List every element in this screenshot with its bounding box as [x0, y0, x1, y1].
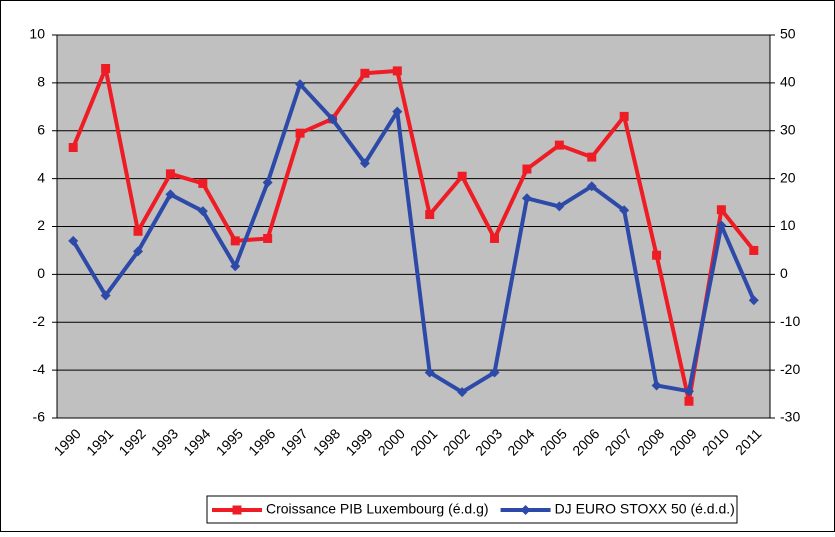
marker [586, 181, 597, 192]
y2-tick-label: -30 [780, 409, 800, 425]
y2-tick-label: 0 [780, 265, 788, 281]
y2-tick-label: -10 [780, 313, 800, 329]
marker [554, 140, 564, 150]
marker [232, 505, 242, 515]
marker [133, 246, 144, 257]
y-tick-label: 0 [37, 265, 45, 281]
y2-tick-label: -20 [780, 361, 800, 377]
marker [165, 169, 175, 179]
series-line [71, 66, 756, 404]
marker [619, 111, 629, 121]
marker [198, 178, 208, 188]
y-tick-label: 8 [37, 74, 45, 90]
marker [554, 201, 565, 212]
marker [522, 164, 532, 174]
y2-tick-label: 10 [780, 217, 796, 233]
marker [425, 210, 435, 220]
marker [133, 226, 143, 236]
marker [165, 189, 176, 200]
marker [327, 114, 338, 125]
y2-tick-label: 30 [780, 121, 796, 137]
marker [684, 396, 694, 406]
marker [197, 206, 208, 217]
marker [457, 387, 468, 398]
marker [230, 236, 240, 246]
legend-label: Croissance PIB Luxembourg (é.d.g) [266, 501, 489, 517]
marker [262, 177, 273, 188]
marker [587, 152, 597, 162]
y-tick-label: 6 [37, 121, 45, 137]
marker [392, 106, 403, 117]
y2-tick-label: 20 [780, 169, 796, 185]
marker [749, 245, 759, 255]
marker [295, 128, 305, 138]
y-tick-label: 2 [37, 217, 45, 233]
marker [716, 205, 726, 215]
marker [521, 193, 532, 204]
y-tick-label: -6 [33, 409, 46, 425]
marker [392, 66, 402, 76]
legend [206, 495, 738, 524]
marker [100, 290, 111, 301]
legend-label: DJ EURO STOXX 50 (é.d.d.) [555, 501, 735, 517]
marker [263, 233, 273, 243]
marker [652, 250, 662, 260]
marker [457, 171, 467, 181]
y-tick-label: 4 [37, 169, 45, 185]
y-tick-label: -2 [33, 313, 46, 329]
marker [424, 367, 435, 378]
marker [716, 220, 727, 231]
y2-tick-label: 50 [780, 26, 796, 42]
marker [748, 295, 759, 306]
marker [359, 158, 370, 169]
marker [68, 143, 78, 153]
marker [651, 380, 662, 391]
marker [683, 386, 694, 397]
marker [68, 235, 79, 246]
marker [230, 261, 241, 272]
marker [490, 233, 500, 243]
marker [360, 68, 370, 78]
series-line [71, 82, 756, 395]
marker [295, 79, 306, 90]
marker [489, 367, 500, 378]
y2-tick-label: 40 [780, 74, 796, 90]
marker [101, 64, 111, 74]
marker [619, 205, 630, 216]
y-tick-label: 10 [29, 26, 45, 42]
marker [520, 505, 531, 515]
y-tick-label: -4 [33, 361, 46, 377]
